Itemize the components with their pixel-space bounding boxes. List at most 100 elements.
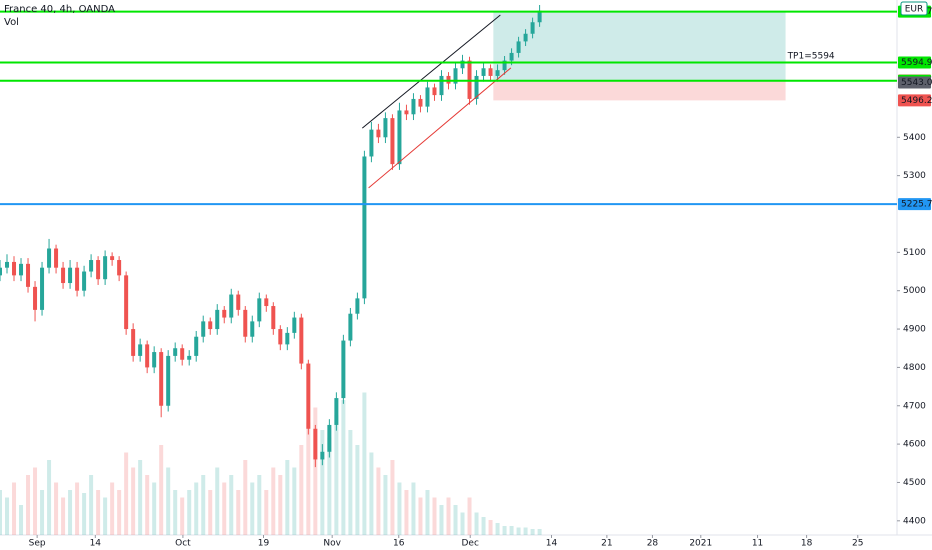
volume-bar [509,526,514,535]
volume-bar [460,512,465,535]
y-tick-label: 4900 [903,325,926,335]
volume-bar [26,475,31,535]
candle-body [432,87,437,96]
candle-body [362,156,367,299]
volume-bar [138,460,143,535]
volume-bar [397,482,402,535]
volume-bar [425,490,430,535]
volume-bar [306,422,311,535]
price-label: 5496.2 [901,96,932,106]
volume-bar [5,497,10,535]
candle-body [523,33,528,42]
candle-body [327,424,332,452]
volume-bar [222,482,227,535]
candle-body [103,256,108,280]
volume-bar [467,497,472,535]
candle-body [5,261,10,268]
candle-body [19,263,24,276]
candle-body [208,321,213,330]
candle-body [33,286,38,310]
volume-bar [173,490,178,535]
volume-bar [250,482,255,535]
volume-bar [54,482,59,535]
volume-bar [96,490,101,535]
price-label-box [898,56,931,69]
candle-body [313,428,318,460]
candle-body [404,110,409,115]
candle-body [271,306,276,330]
candle-body [68,267,73,284]
volume-layer [0,392,542,535]
volume-bar [355,445,360,535]
x-tick-label: Oct [175,539,191,549]
x-tick-label: 28 [647,539,659,549]
candle-body [75,267,80,291]
background-layer [493,11,786,101]
x-tick-label: 14 [90,539,102,549]
volume-bar [47,460,52,535]
candle-body [341,340,346,399]
volume-bar [243,460,248,535]
candle-body [292,317,297,333]
candle-body [474,75,479,99]
candle-body [61,267,66,284]
volume-bar [110,482,115,535]
x-tick-label: Nov [323,539,341,549]
x-tick-label: Sep [29,539,46,549]
volume-bar [0,490,2,535]
trendline [361,14,501,129]
volume-bar [537,529,542,535]
volume-bar [257,475,262,535]
candle-body [26,263,31,287]
candle-body [243,309,248,337]
candle-body [425,87,430,107]
x-tick-label: 25 [852,539,863,549]
volume-bar [166,467,171,535]
candle-body [376,129,381,138]
volume-bar [474,512,479,535]
candle-body [152,352,157,368]
y-tick-label: 4600 [903,440,926,450]
x-tick-label: 2021 [689,539,712,549]
volume-bar [488,520,493,535]
volume-bar [404,490,409,535]
volume-bar [236,490,241,535]
candle-body [222,309,227,318]
price-label-box [898,198,931,211]
candle-body [418,98,423,107]
candle-body [0,267,2,276]
volume-bar [159,445,164,535]
candle-body [138,344,143,356]
chart-title: France 40, 4h, OANDA [4,4,115,15]
candle-body [481,68,486,76]
candle-body [194,336,199,356]
volume-bar [418,497,423,535]
volume-bar [12,482,17,535]
candle-body [257,298,262,322]
candle-body [229,294,234,318]
volume-bar [75,482,80,535]
price-label: 5543.0 [901,78,932,88]
volume-bar [327,437,332,535]
volume-bar [334,415,339,535]
candle-body [530,22,535,34]
volume-bar [481,517,486,535]
volume-bar [131,467,136,535]
y-tick-label: 5100 [903,248,926,258]
candle-body [502,60,507,71]
y-tick-label: 4400 [903,516,926,526]
y-tick-label: 5300 [903,171,926,181]
candle-body [215,309,220,330]
volume-bar [502,526,507,535]
volume-bar [229,475,234,535]
candle-body [299,317,304,364]
volume-bar [292,467,297,535]
candle-body [390,118,395,165]
volume-bar [124,452,129,535]
candle-body [250,321,255,337]
candle-body [439,75,444,96]
volume-bar [152,482,157,535]
volume-bar [194,482,199,535]
volume-bar [341,400,346,535]
stop-loss-zone [493,80,786,101]
